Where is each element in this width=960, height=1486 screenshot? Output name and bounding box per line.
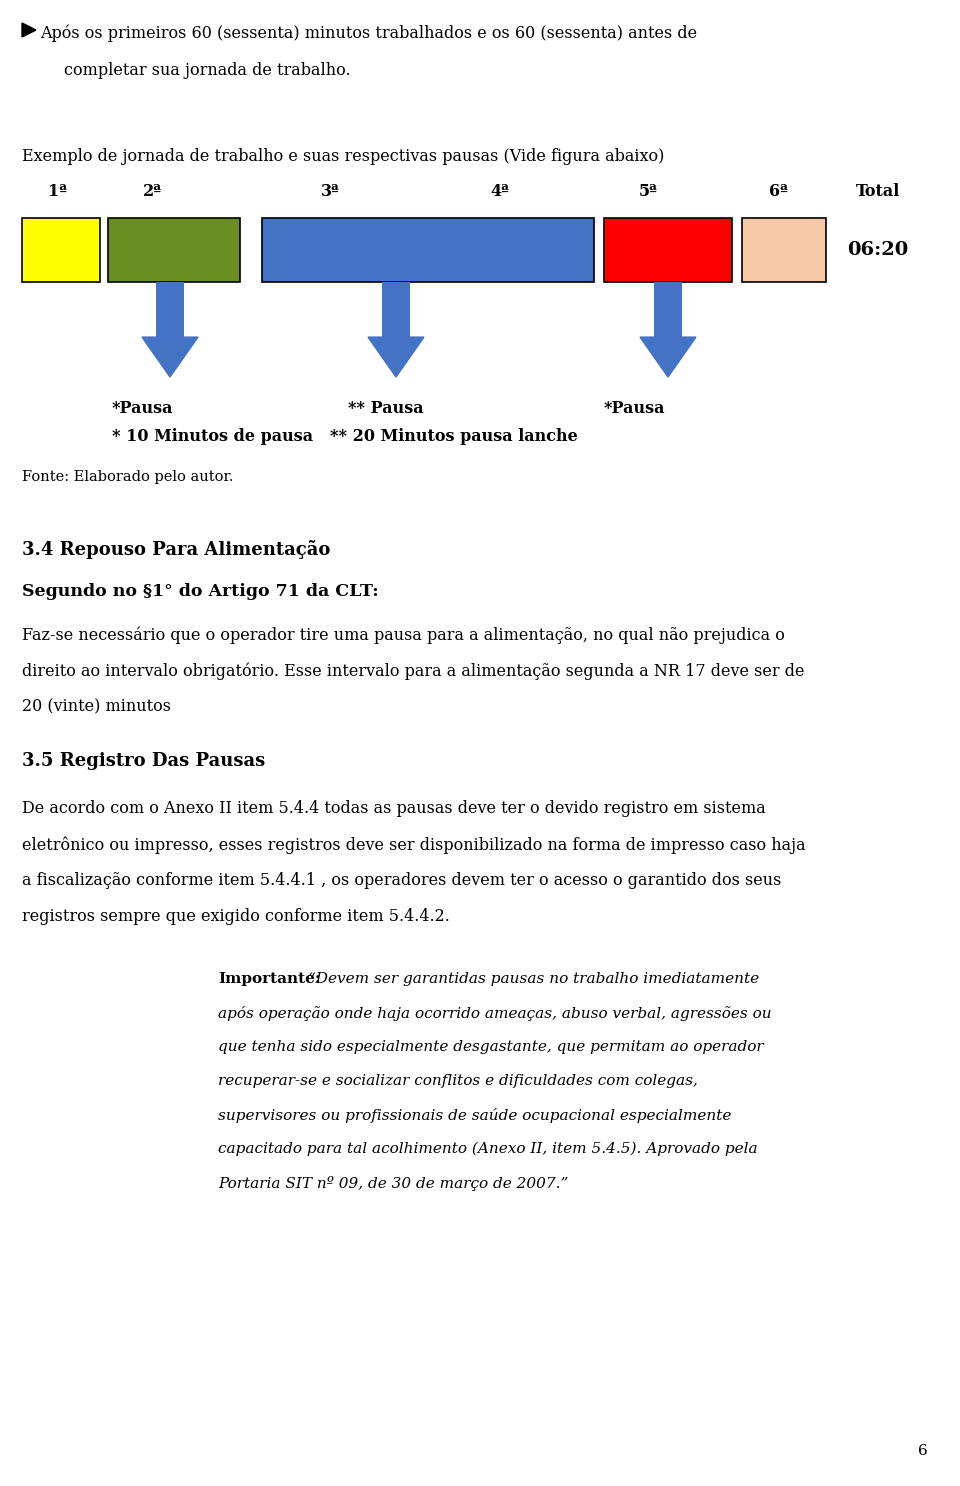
Bar [742,218,826,282]
Text: Importante:: Importante: [218,972,321,987]
Bar [156,282,184,337]
Text: 2ª: 2ª [142,183,161,201]
Bar [654,282,682,337]
Text: *Pausa: *Pausa [112,400,174,418]
Text: Faz-se necessário que o operador tire uma pausa para a alimentação, no qual não : Faz-se necessário que o operador tire um… [22,626,785,643]
Text: Exemplo de jornada de trabalho e suas respectivas pausas (Vide figura abaixo): Exemplo de jornada de trabalho e suas re… [22,149,664,165]
Text: que tenha sido especialmente desgastante, que permitam ao operador: que tenha sido especialmente desgastante… [218,1040,763,1054]
Text: *Pausa: *Pausa [604,400,665,418]
Text: 06:20: 06:20 [848,241,908,259]
Text: 3.5 Registro Das Pausas: 3.5 Registro Das Pausas [22,752,265,770]
Text: registros sempre que exigido conforme item 5.4.4.2.: registros sempre que exigido conforme it… [22,908,450,924]
Text: De acordo com o Anexo II item 5.4.4 todas as pausas deve ter o devido registro e: De acordo com o Anexo II item 5.4.4 toda… [22,799,766,817]
Text: Fonte: Elaborado pelo autor.: Fonte: Elaborado pelo autor. [22,470,233,484]
Polygon shape [368,337,424,377]
Text: 5ª: 5ª [638,183,658,201]
Bar [262,218,594,282]
Text: 4ª: 4ª [491,183,510,201]
Polygon shape [22,22,36,37]
Text: “Devem ser garantidas pausas no trabalho imediatamente: “Devem ser garantidas pausas no trabalho… [308,972,759,987]
Text: Total: Total [856,183,900,201]
Text: * 10 Minutos de pausa   ** 20 Minutos pausa lanche: * 10 Minutos de pausa ** 20 Minutos paus… [112,428,578,444]
Text: 6: 6 [919,1444,928,1458]
Text: recuperar-se e socializar conflitos e dificuldades com colegas,: recuperar-se e socializar conflitos e di… [218,1074,698,1088]
Text: ** Pausa: ** Pausa [348,400,423,418]
Text: eletrônico ou impresso, esses registros deve ser disponibilizado na forma de imp: eletrônico ou impresso, esses registros … [22,837,805,853]
Text: completar sua jornada de trabalho.: completar sua jornada de trabalho. [64,62,350,79]
Text: a fiscalização conforme item 5.4.4.1 , os operadores devem ter o acesso o garant: a fiscalização conforme item 5.4.4.1 , o… [22,872,781,889]
Bar [108,218,240,282]
Text: 3ª: 3ª [321,183,340,201]
Bar [604,218,732,282]
Bar [382,282,410,337]
Text: 20 (vinte) minutos: 20 (vinte) minutos [22,698,171,715]
Text: direito ao intervalo obrigatório. Esse intervalo para a alimentação segunda a NR: direito ao intervalo obrigatório. Esse i… [22,661,804,679]
Polygon shape [640,337,696,377]
Text: 3.4 Repouso Para Alimentação: 3.4 Repouso Para Alimentação [22,539,330,559]
Text: capacitado para tal acolhimento (Anexo II, item 5.4.5). Aprovado pela: capacitado para tal acolhimento (Anexo I… [218,1143,757,1156]
Text: após operação onde haja ocorrido ameaças, abuso verbal, agressões ou: após operação onde haja ocorrido ameaças… [218,1006,772,1021]
Text: Segundo no §1° do Artigo 71 da CLT:: Segundo no §1° do Artigo 71 da CLT: [22,583,379,600]
Text: Após os primeiros 60 (sessenta) minutos trabalhados e os 60 (sessenta) antes de: Após os primeiros 60 (sessenta) minutos … [40,24,697,42]
Bar [22,218,100,282]
Text: 1ª: 1ª [49,183,67,201]
Text: 6ª: 6ª [769,183,787,201]
Polygon shape [142,337,198,377]
Text: supervisores ou profissionais de saúde ocupacional especialmente: supervisores ou profissionais de saúde o… [218,1109,732,1123]
Text: Portaria SIT nº 09, de 30 de março de 2007.”: Portaria SIT nº 09, de 30 de março de 20… [218,1175,568,1190]
